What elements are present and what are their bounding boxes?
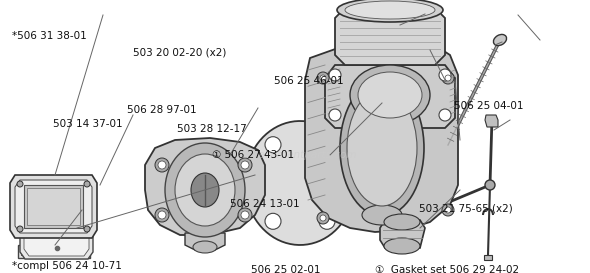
Text: 503 21 75-65 (x2): 503 21 75-65 (x2) [419, 203, 513, 213]
Polygon shape [185, 233, 225, 250]
Text: *506 31 38-01: *506 31 38-01 [12, 31, 87, 41]
Polygon shape [335, 8, 445, 65]
Ellipse shape [445, 75, 451, 81]
Ellipse shape [442, 204, 454, 216]
Ellipse shape [442, 72, 454, 84]
Polygon shape [21, 248, 87, 255]
Ellipse shape [345, 1, 435, 19]
Ellipse shape [493, 34, 507, 46]
Ellipse shape [445, 207, 451, 213]
Polygon shape [15, 180, 92, 233]
Ellipse shape [347, 90, 417, 206]
Text: 503 14 37-01: 503 14 37-01 [53, 119, 123, 129]
Ellipse shape [238, 158, 252, 172]
Ellipse shape [384, 214, 420, 230]
Ellipse shape [238, 208, 252, 222]
Ellipse shape [317, 212, 329, 224]
Ellipse shape [337, 0, 443, 22]
Polygon shape [145, 138, 265, 235]
Ellipse shape [84, 181, 90, 187]
Ellipse shape [320, 215, 326, 221]
Polygon shape [380, 220, 425, 248]
Text: 506 24 13-01: 506 24 13-01 [230, 199, 300, 209]
Polygon shape [27, 188, 80, 225]
Polygon shape [20, 228, 93, 259]
Polygon shape [18, 245, 90, 258]
Ellipse shape [439, 109, 451, 121]
Ellipse shape [317, 72, 329, 84]
Ellipse shape [158, 211, 166, 219]
Ellipse shape [384, 238, 420, 254]
Ellipse shape [350, 65, 430, 125]
Ellipse shape [265, 213, 281, 229]
Text: ① 506 27 43-01: ① 506 27 43-01 [212, 150, 294, 160]
Ellipse shape [241, 161, 249, 169]
Ellipse shape [241, 211, 249, 219]
Text: 506 28 97-01: 506 28 97-01 [127, 105, 196, 115]
Ellipse shape [193, 241, 217, 253]
Ellipse shape [265, 137, 281, 153]
Ellipse shape [329, 69, 341, 81]
Text: *compl 506 24 10-71: *compl 506 24 10-71 [12, 261, 122, 271]
Ellipse shape [362, 205, 402, 225]
Text: 506 25 02-01: 506 25 02-01 [251, 265, 320, 273]
Ellipse shape [485, 180, 495, 190]
Ellipse shape [17, 181, 23, 187]
Ellipse shape [439, 69, 451, 81]
Polygon shape [485, 115, 498, 127]
Polygon shape [245, 121, 355, 245]
Ellipse shape [17, 226, 23, 232]
Ellipse shape [165, 143, 245, 237]
Text: ①  Gasket set 506 29 24-02: ① Gasket set 506 29 24-02 [375, 265, 519, 273]
Text: 506 25 46-01: 506 25 46-01 [274, 76, 344, 87]
Ellipse shape [319, 137, 335, 153]
Polygon shape [325, 65, 455, 128]
Text: 503 20 02-20 (x2): 503 20 02-20 (x2) [133, 48, 226, 58]
Ellipse shape [340, 80, 424, 216]
Polygon shape [10, 175, 97, 238]
Ellipse shape [158, 161, 166, 169]
Polygon shape [24, 232, 89, 256]
Ellipse shape [155, 208, 169, 222]
Polygon shape [24, 185, 83, 228]
Text: ereplacementparts.com: ereplacementparts.com [232, 150, 358, 160]
Ellipse shape [358, 72, 422, 118]
Text: 503 28 12-17: 503 28 12-17 [177, 124, 247, 134]
Polygon shape [484, 255, 492, 260]
Text: 506 25 04-01: 506 25 04-01 [454, 101, 524, 111]
Polygon shape [305, 38, 458, 232]
Ellipse shape [319, 213, 335, 229]
Ellipse shape [155, 158, 169, 172]
Ellipse shape [320, 75, 326, 81]
Ellipse shape [191, 173, 219, 207]
Ellipse shape [329, 109, 341, 121]
Ellipse shape [84, 226, 90, 232]
Ellipse shape [175, 154, 235, 226]
